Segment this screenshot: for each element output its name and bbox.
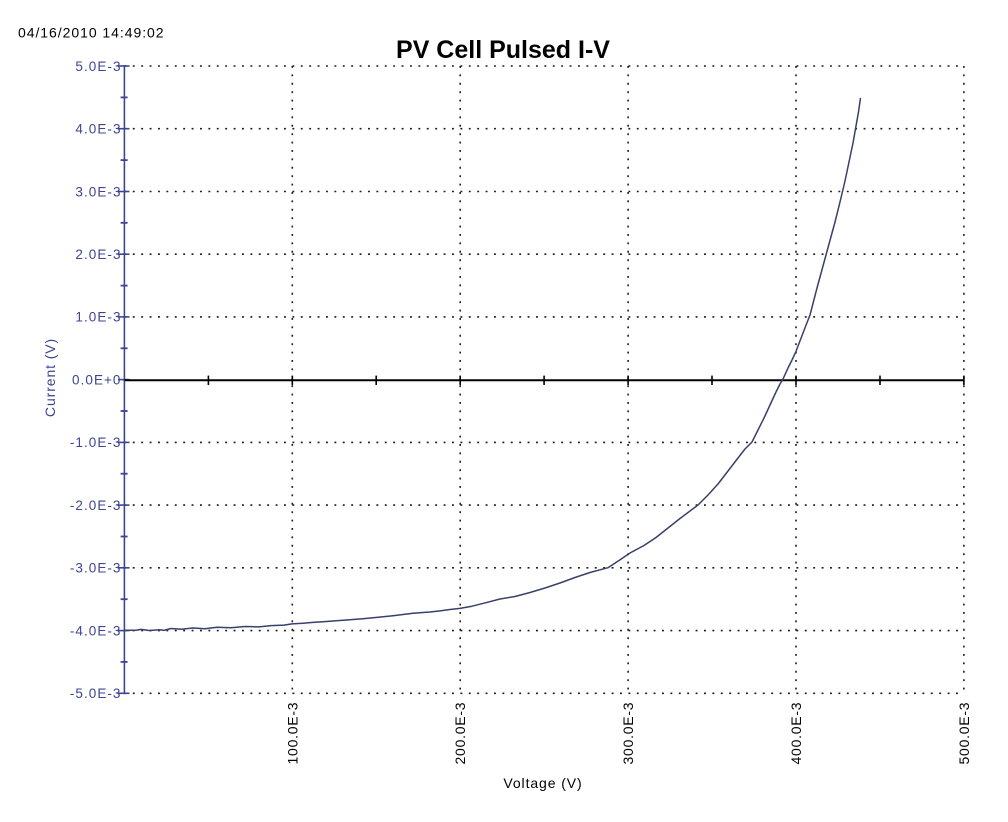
svg-text:300.0E-3: 300.0E-3 [620,702,636,765]
svg-text:500.0E-3: 500.0E-3 [956,702,972,765]
svg-text:0.0E+0: 0.0E+0 [72,372,121,387]
svg-text:Voltage (V): Voltage (V) [503,775,582,791]
svg-text:04/16/2010 14:49:02: 04/16/2010 14:49:02 [18,24,165,40]
svg-text:200.0E-3: 200.0E-3 [452,702,468,765]
svg-text:5.0E-3: 5.0E-3 [75,59,121,74]
svg-text:Current (V): Current (V) [42,338,58,417]
svg-text:-5.0E-3: -5.0E-3 [70,686,122,701]
svg-text:3.0E-3: 3.0E-3 [75,184,121,199]
svg-text:PV Cell Pulsed I-V: PV Cell Pulsed I-V [396,36,610,64]
svg-text:-3.0E-3: -3.0E-3 [70,561,122,576]
svg-text:2.0E-3: 2.0E-3 [75,247,121,262]
svg-text:400.0E-3: 400.0E-3 [788,702,804,765]
svg-text:-4.0E-3: -4.0E-3 [70,623,122,638]
svg-text:4.0E-3: 4.0E-3 [75,122,121,137]
svg-text:-1.0E-3: -1.0E-3 [70,435,122,450]
svg-text:-2.0E-3: -2.0E-3 [70,498,122,513]
svg-text:100.0E-3: 100.0E-3 [284,702,300,765]
svg-text:1.0E-3: 1.0E-3 [75,310,121,325]
